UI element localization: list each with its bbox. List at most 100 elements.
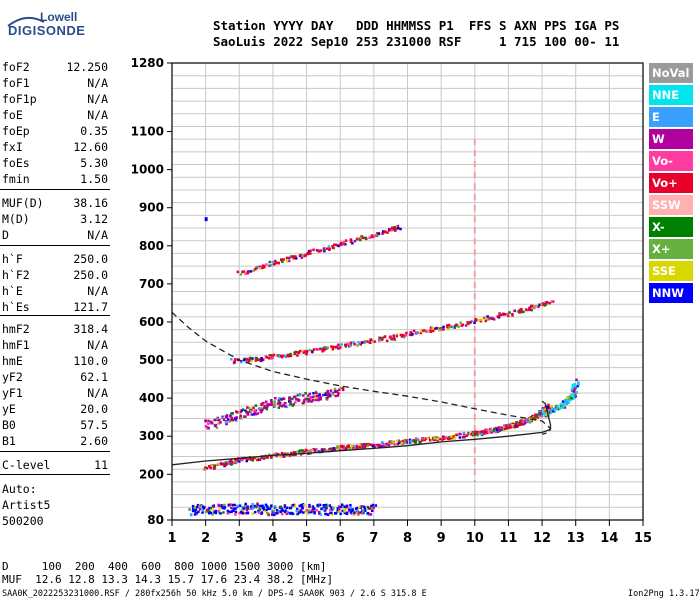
trace-point (245, 459, 249, 463)
trace-point (279, 258, 283, 262)
y-tick-label: 200 (139, 467, 164, 481)
trace-point (450, 435, 453, 438)
trace-point (429, 326, 433, 329)
trace-point (204, 510, 208, 514)
trace-point (363, 445, 367, 449)
trace-point (281, 509, 285, 512)
trace-point (532, 416, 536, 420)
trace-point (403, 334, 406, 337)
trace-point (261, 408, 264, 412)
trace-point (368, 341, 372, 344)
trace-point (498, 312, 501, 315)
trace-point (294, 398, 298, 401)
trace-point (390, 228, 394, 232)
x-tick-label: 1 (167, 531, 176, 546)
trace-point (267, 403, 271, 406)
trace-point (332, 345, 335, 349)
trace-point (288, 398, 291, 402)
trace-point (312, 391, 315, 395)
trace-point (274, 261, 278, 265)
trace-point (245, 357, 248, 361)
trace-point (361, 512, 364, 515)
trace-point (302, 351, 306, 354)
trace-point (339, 346, 342, 349)
trace-point (255, 505, 258, 509)
trace-point (483, 430, 486, 434)
trace-point (290, 451, 293, 455)
trace-point (537, 410, 541, 414)
legend-item-vo: Vo- (649, 151, 693, 171)
trace-point (312, 348, 316, 351)
trace-point (369, 513, 373, 516)
trace-point (300, 349, 303, 353)
trace-point (285, 259, 289, 263)
trace-point (335, 446, 339, 450)
trace-point (312, 248, 315, 252)
trace-point (340, 503, 344, 506)
trace-point (298, 393, 302, 397)
trace-point (310, 400, 313, 403)
trace-point (505, 427, 509, 430)
trace-point (561, 400, 565, 403)
trace-point (396, 442, 399, 446)
param-label: yF2 (2, 370, 23, 384)
trace-point (517, 310, 520, 313)
trace-point (256, 265, 259, 268)
trace-point (392, 337, 396, 340)
trace-point (362, 443, 366, 446)
trace-point (348, 508, 351, 511)
param-value: N/A (87, 386, 108, 400)
param-row-foe: foE N/A (2, 108, 108, 124)
param-label: fmin (2, 172, 30, 186)
trace-point (325, 449, 328, 452)
trace-point (329, 447, 333, 451)
param-label: hmF1 (2, 338, 30, 352)
param-value: 5.30 (80, 156, 108, 170)
trace-point (230, 510, 233, 514)
trace-point (339, 505, 343, 509)
trace-point (572, 389, 576, 392)
trace-point (455, 433, 458, 437)
trace-point (195, 511, 199, 515)
trace-point (399, 333, 403, 337)
trace-point (518, 420, 522, 423)
trace-point (231, 461, 234, 464)
trace-point (404, 441, 407, 445)
trace-point (528, 306, 532, 309)
trace-point (350, 512, 353, 515)
trace-point (503, 424, 506, 427)
trace-point (281, 512, 284, 516)
trace-point (518, 421, 522, 425)
legend-item-nnw: NNW (649, 283, 693, 303)
trace-point (333, 243, 336, 247)
trace-point (213, 418, 216, 422)
trace-point (251, 459, 255, 462)
header-line-2: SaoLuis 2022 Sep10 253 231000 RSF 1 715 … (213, 34, 620, 49)
footer-muf-row: MUF 12.6 12.8 13.3 14.3 15.7 17.6 23.4 3… (2, 573, 334, 586)
x-tick-label: 9 (437, 531, 446, 546)
trace-point (431, 326, 435, 330)
trace-point (251, 357, 254, 360)
trace-point (326, 395, 330, 399)
trace-point (424, 437, 428, 440)
param-label: hmF2 (2, 322, 30, 336)
trace-point (270, 264, 273, 267)
trace-point (317, 397, 321, 400)
trace-point (259, 407, 262, 410)
trace-point (405, 441, 408, 444)
trace-point (522, 310, 525, 314)
trace-point (269, 403, 273, 406)
trace-point (262, 506, 265, 509)
param-label: foF2 (2, 60, 30, 74)
trace-point (321, 449, 325, 453)
trace-point (302, 402, 305, 405)
trace-point (349, 506, 353, 509)
trace-point (402, 439, 405, 443)
trace-point (478, 431, 481, 435)
trace-point (301, 254, 305, 257)
trace-point (436, 437, 439, 441)
trace-point (270, 504, 273, 507)
trace-point (400, 335, 404, 338)
trace-point (392, 334, 395, 337)
trace-point (333, 390, 337, 393)
